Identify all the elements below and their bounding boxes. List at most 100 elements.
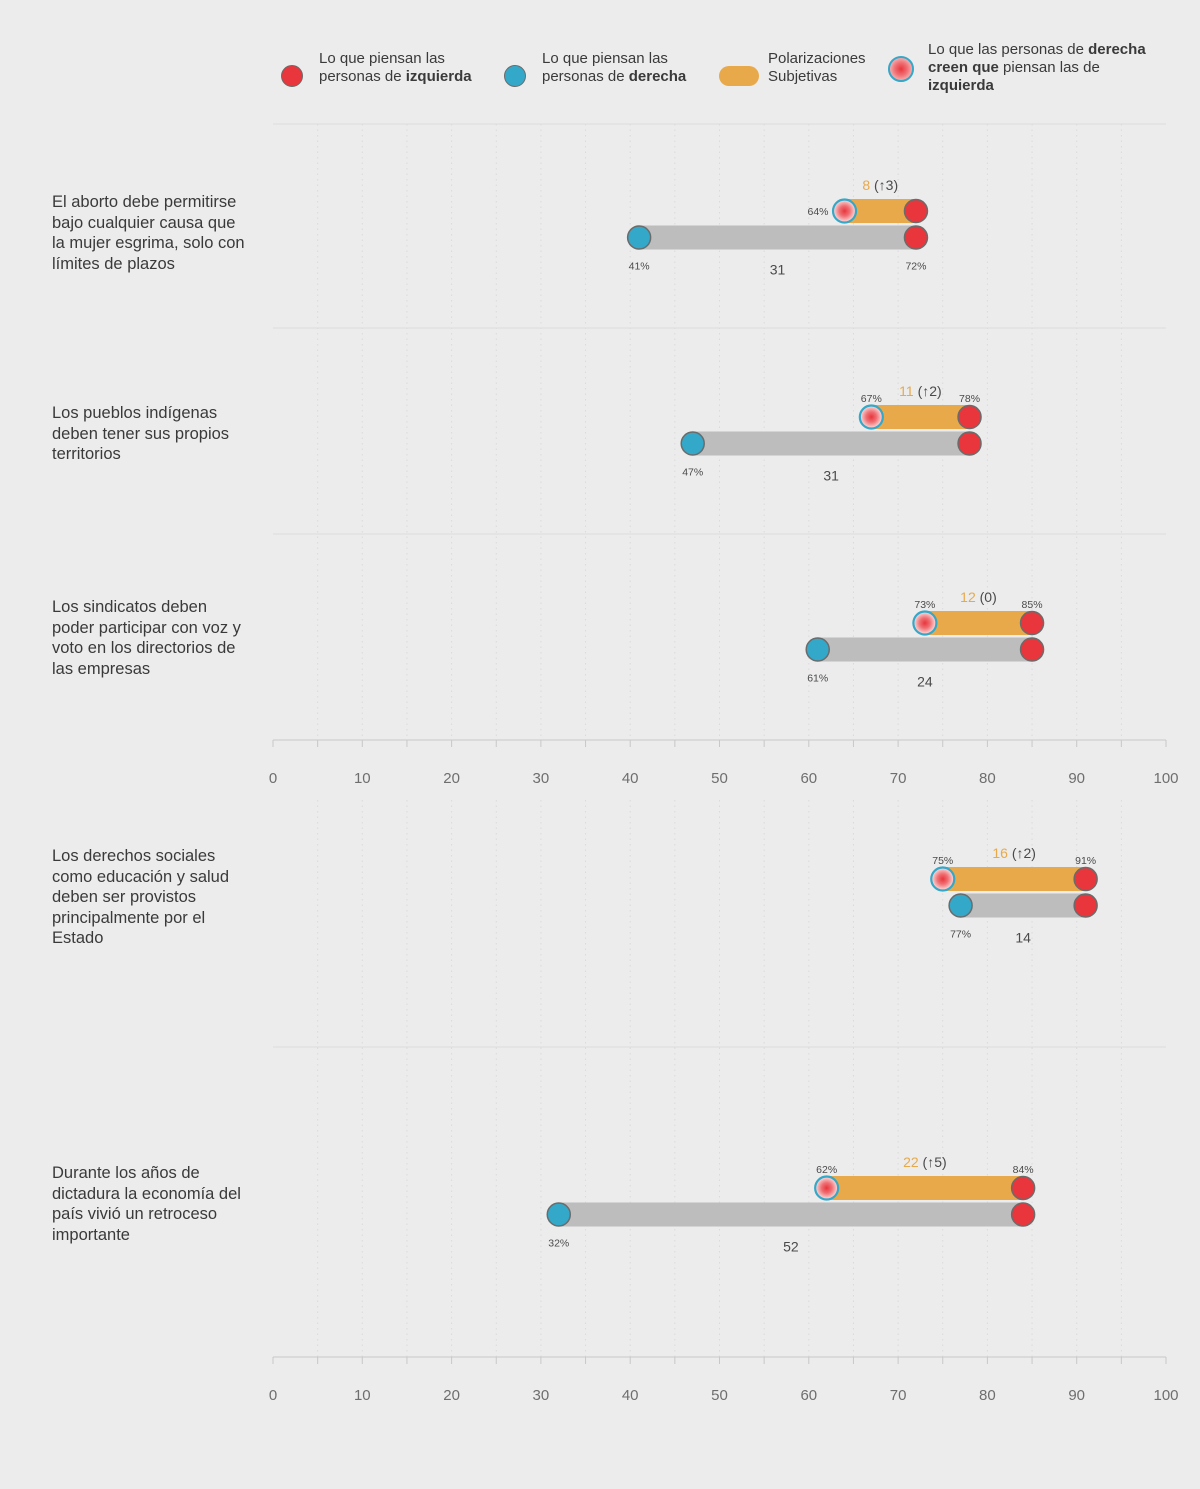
left-dot-top	[957, 404, 982, 430]
left-dot-bottom	[1019, 637, 1045, 662]
real-gap-bar	[558, 1202, 1024, 1227]
x-tick-label: 90	[1068, 1387, 1085, 1404]
x-tick-label: 40	[622, 770, 639, 787]
subjective-gap-bar	[942, 867, 1086, 891]
subjective-gap-label: 16 (↑2)	[992, 845, 1036, 861]
x-axes: 0 10 20 30 40 50 60 70 80 90 100 0 10 20 30 40 50 60 70 80 9…	[269, 739, 1179, 1404]
real-gap-label: 31	[823, 468, 839, 484]
legend-item-right: Lo que piensan las personas de derecha	[501, 50, 686, 94]
x-tick-label: 80	[979, 770, 996, 787]
legend-right-dot	[504, 65, 526, 87]
real-gap-bar	[692, 431, 970, 456]
subjective-gap-value: 11	[899, 383, 917, 399]
subjective-gap-bar	[924, 611, 1033, 635]
x-tick-label: 0	[269, 770, 277, 787]
x-tick-label: 60	[800, 770, 817, 787]
legend-perceived-bold2: creen que	[928, 59, 999, 76]
legend-subjective-line2: Subjetivas	[768, 68, 838, 85]
x-tick-label: 10	[354, 770, 371, 787]
legend-right-bold: derecha	[628, 68, 687, 85]
subjective-gap-value: 12	[960, 589, 979, 605]
legend-perceived-bold1: derecha	[1088, 41, 1146, 58]
left-label: 72%	[905, 261, 926, 273]
x-tick-label: 100	[1153, 1387, 1178, 1404]
legend-right-line2: personas de	[542, 68, 629, 85]
legend-left-line2: personas de	[319, 68, 406, 85]
right-dot	[948, 893, 973, 918]
x-tick-label: 90	[1068, 770, 1085, 787]
perceived-label: 75%	[932, 855, 953, 867]
real-gap-label: 24	[917, 674, 933, 690]
real-gap-bar	[960, 893, 1086, 918]
question-dictadura: Durante los años de dictadura la economí…	[52, 1164, 241, 1244]
real-gap-label: 52	[783, 1239, 799, 1255]
row-2: 73% 85% 61% 12 (0) 24	[805, 589, 1045, 690]
real-gap-label: 31	[770, 262, 786, 278]
right-label: 47%	[682, 467, 703, 479]
perceived-dot	[814, 1175, 840, 1201]
legend-left-dot	[281, 65, 303, 87]
subjective-gap-label: 22 (↑5)	[903, 1154, 947, 1170]
subjective-gap-value: 16	[992, 845, 1011, 861]
legend-perceived-ring	[888, 56, 914, 82]
left-dot-top	[1019, 610, 1045, 636]
right-dot	[626, 225, 652, 250]
x-tick-label: 70	[890, 770, 907, 787]
x-tick-label: 10	[354, 1387, 371, 1404]
row-0: 64% 72% 41% 8 (↑3) 31	[626, 177, 929, 278]
legend-item-subjective: Polarizaciones Subjetivas	[719, 50, 866, 94]
subjective-gap-label: 12 (0)	[960, 589, 997, 605]
x-tick-label: 50	[711, 1387, 728, 1404]
subjective-gap-bar	[871, 405, 970, 429]
left-dot-bottom	[1073, 893, 1098, 918]
left-label: 91%	[1075, 855, 1096, 867]
question-indigenas: Los pueblos indígenas deben tener sus pr…	[52, 404, 230, 463]
right-dot	[805, 637, 830, 662]
question-derechos-sociales: Los derechos sociales como educación y s…	[52, 847, 230, 947]
x-tick-label: 40	[622, 1387, 639, 1404]
real-gap-bar	[639, 225, 916, 250]
x-tick-label: 50	[711, 770, 728, 787]
x-tick-label: 60	[800, 1387, 817, 1404]
left-dot-bottom	[903, 225, 929, 250]
x-tick-label: 30	[533, 770, 550, 787]
x-tick-label: 20	[443, 1387, 460, 1404]
perceived-dot	[930, 866, 956, 892]
x-tick-label: 0	[269, 1387, 277, 1404]
legend-subjective-line1: Polarizaciones	[768, 50, 866, 67]
question-sindicatos: Los sindicatos deben poder participar co…	[52, 598, 241, 678]
perceived-label: 62%	[816, 1164, 837, 1176]
subjective-gap-label: 8 (↑3)	[862, 177, 898, 193]
x-tick-label: 30	[533, 1387, 550, 1404]
real-gap-bar	[817, 637, 1033, 662]
right-dot	[546, 1202, 572, 1227]
row-3: 75% 91% 77% 16 (↑2) 14	[930, 845, 1098, 946]
right-label: 32%	[548, 1238, 569, 1250]
legend-perceived-bold3: izquierda	[928, 77, 994, 94]
legend-left-bold: izquierda	[405, 68, 472, 85]
right-label: 61%	[807, 673, 828, 685]
legend: Lo que piensan las personas de izquierda…	[278, 41, 1178, 110]
right-dot	[680, 431, 705, 456]
subjective-gap-value: 22	[903, 1154, 922, 1170]
x-tick-label: 20	[443, 770, 460, 787]
legend-subjective-bar	[719, 66, 759, 86]
subjective-gap-bar	[826, 1176, 1024, 1200]
row-4: 62% 84% 32% 22 (↑5) 52	[546, 1154, 1036, 1255]
left-dot-top	[903, 198, 929, 224]
perceived-label: 67%	[861, 393, 882, 405]
left-dot-top	[1010, 1175, 1036, 1201]
subjective-gap-change: (0)	[980, 589, 997, 605]
perceived-label: 64%	[808, 206, 829, 218]
perceived-dot	[831, 198, 858, 224]
x-tick-label: 100	[1153, 770, 1178, 787]
left-label: 84%	[1013, 1164, 1034, 1176]
subjective-gap-change: (↑2)	[918, 383, 942, 399]
subjective-gap-change: (↑5)	[923, 1154, 947, 1170]
perceived-dot	[858, 404, 884, 430]
left-label: 78%	[959, 393, 980, 405]
x-tick-label: 80	[979, 1387, 996, 1404]
legend-right-line1: Lo que piensan las	[542, 50, 668, 67]
